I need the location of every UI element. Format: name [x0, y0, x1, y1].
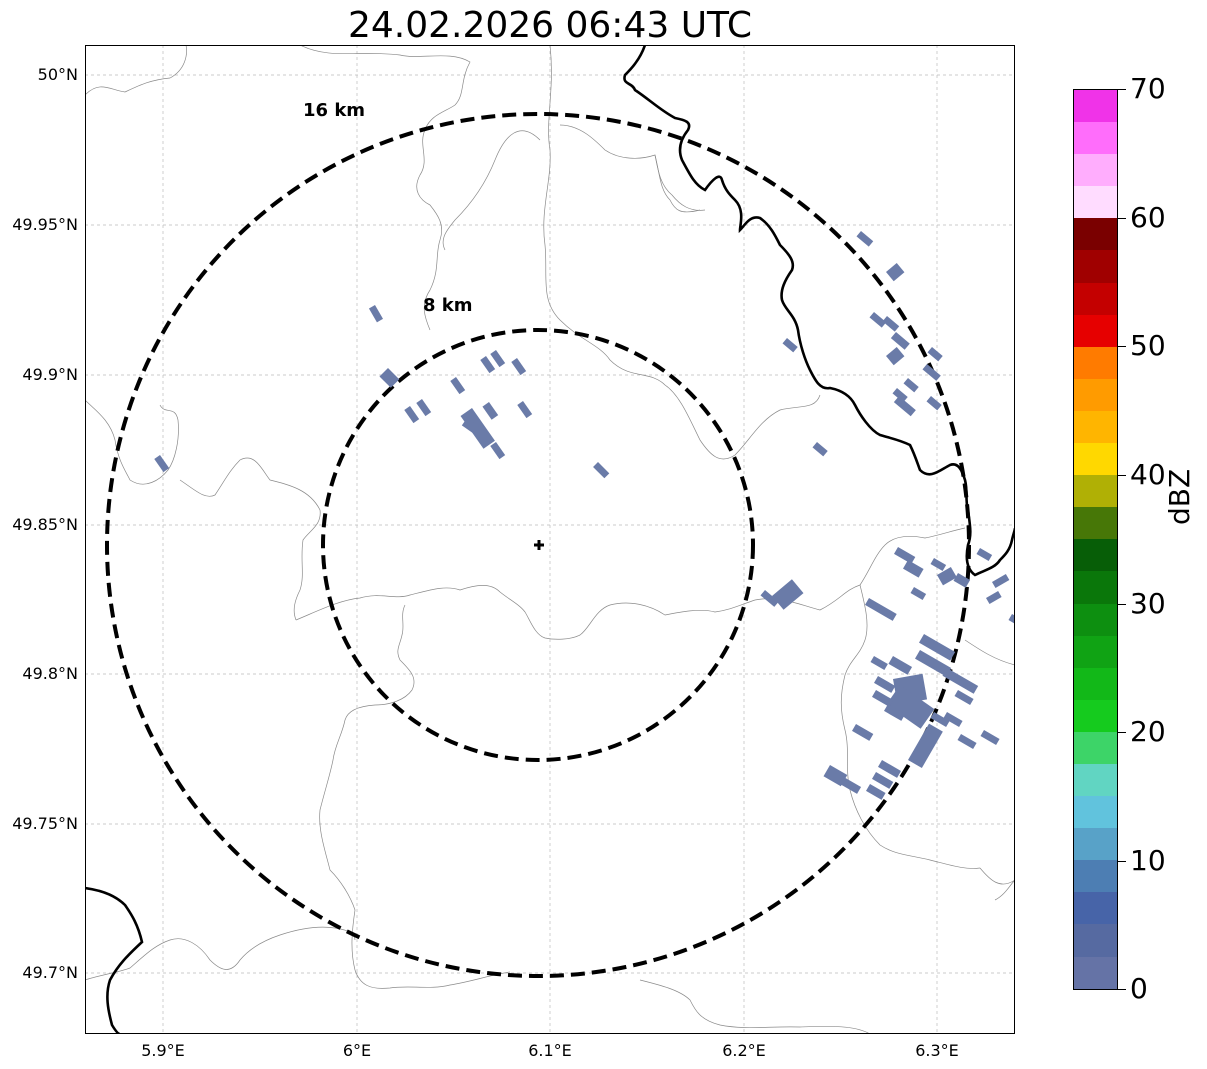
lat-tick-label: 49.9°N	[22, 365, 78, 384]
colorbar-segment	[1074, 186, 1117, 219]
colorbar-segment	[1074, 699, 1117, 732]
colorbar-segment	[1074, 507, 1117, 540]
colorbar-segment	[1074, 796, 1117, 829]
colorbar-segment	[1074, 892, 1117, 925]
lon-tick-label: 6.3°E	[915, 1041, 959, 1060]
national-borders	[86, 46, 1014, 1033]
colorbar-segment	[1074, 539, 1117, 572]
colorbar-segment	[1074, 731, 1117, 764]
colorbar-segment	[1074, 314, 1117, 347]
colorbar-segment	[1074, 924, 1117, 957]
colorbar-title: dBZ	[1163, 468, 1196, 525]
colorbar-segment	[1074, 667, 1117, 700]
colorbar-segment	[1074, 443, 1117, 476]
lat-tick-label: 49.7°N	[22, 963, 78, 982]
colorbar-segment	[1074, 90, 1117, 123]
colorbar-segment	[1074, 763, 1117, 797]
lon-tick-label: 6.2°E	[722, 1041, 766, 1060]
colorbar-segment	[1074, 603, 1117, 636]
colorbar-segment	[1074, 828, 1117, 861]
colorbar-segment	[1074, 250, 1117, 283]
range-ring-8km	[321, 328, 755, 762]
colorbar-tick-label: 50	[1130, 329, 1166, 362]
colorbar-tick	[1118, 989, 1126, 990]
colorbar-segment	[1074, 218, 1117, 251]
range-ring-16km	[105, 112, 971, 978]
radar-site-marker	[534, 540, 544, 550]
lat-tick-label: 49.75°N	[12, 814, 78, 833]
colorbar-segment	[1074, 282, 1117, 315]
colorbar-tick	[1118, 346, 1126, 347]
map-title: 24.02.2026 06:43 UTC	[347, 5, 753, 46]
colorbar-tick-label: 10	[1130, 844, 1166, 877]
colorbar-tick-label: 0	[1130, 972, 1148, 1005]
ring-label-8km: 8 km	[423, 295, 473, 316]
colorbar-tick-label: 60	[1130, 201, 1166, 234]
lon-tick-label: 6°E	[342, 1041, 372, 1060]
colorbar-segment	[1074, 378, 1117, 411]
colorbar-segment	[1074, 475, 1117, 508]
colorbar-tick-label: 20	[1130, 715, 1166, 748]
radar-map	[85, 45, 1015, 1034]
colorbar-tick	[1118, 89, 1126, 90]
map-svg	[86, 46, 1014, 1033]
colorbar-segment	[1074, 860, 1117, 893]
colorbar-segment	[1074, 956, 1117, 989]
colorbar-tick-label: 70	[1130, 72, 1166, 105]
colorbar-segment	[1074, 410, 1117, 444]
colorbar-segment	[1074, 635, 1117, 668]
colorbar-segment	[1074, 122, 1117, 155]
colorbar-tick	[1118, 604, 1126, 605]
colorbar-tick	[1118, 732, 1126, 733]
range-rings	[105, 112, 971, 978]
colorbar-segment	[1074, 571, 1117, 604]
lon-tick-label: 5.9°E	[141, 1041, 185, 1060]
lat-tick-label: 49.95°N	[12, 215, 78, 234]
colorbar-segment	[1074, 346, 1117, 379]
lon-tick-label: 6.1°E	[528, 1041, 572, 1060]
colorbar	[1073, 89, 1118, 990]
radar-echoes	[154, 231, 1014, 800]
colorbar-segment	[1074, 154, 1117, 187]
colorbar-tick	[1118, 475, 1126, 476]
ring-label-16km: 16 km	[303, 100, 366, 121]
lat-tick-label: 49.8°N	[22, 664, 78, 683]
colorbar-tick	[1118, 861, 1126, 862]
colorbar-tick-label: 30	[1130, 587, 1166, 620]
lat-tick-label: 50°N	[37, 65, 78, 84]
gridlines	[86, 46, 1014, 1033]
lat-tick-label: 49.85°N	[12, 515, 78, 534]
admin-boundaries	[86, 46, 1014, 1033]
colorbar-tick	[1118, 218, 1126, 219]
colorbar-tick-label: 40	[1130, 458, 1166, 491]
